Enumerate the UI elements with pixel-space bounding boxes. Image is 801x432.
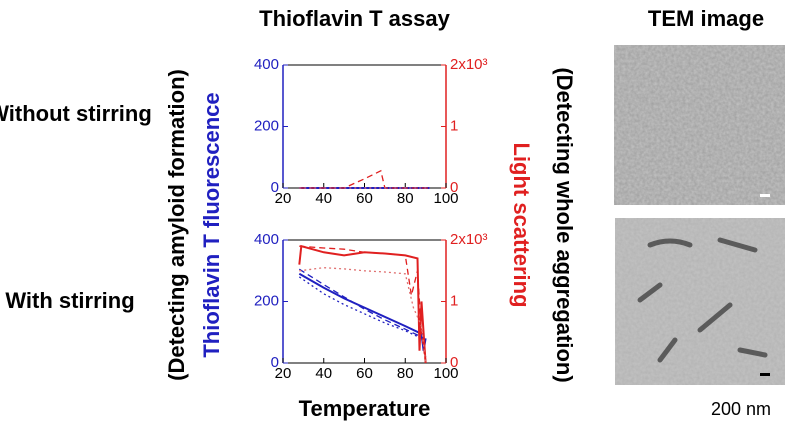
y2-tick-label: 0 — [450, 179, 458, 196]
y2-tick-label: 1 — [450, 117, 458, 134]
right-note: (Detecting whole aggregation) — [552, 67, 577, 382]
x-tick-label: 60 — [356, 365, 373, 382]
y2-tick-label: 2x10³ — [450, 231, 488, 248]
x-tick-label: 80 — [397, 365, 414, 382]
x-tick-label: 40 — [315, 365, 332, 382]
row-label: With stirring — [5, 288, 134, 313]
y-axis-label: Thioflavin T fluorescence — [199, 92, 224, 357]
scale-bar — [760, 373, 770, 376]
scale-bar — [760, 194, 770, 197]
left-note: (Detecting amyloid formation) — [164, 69, 189, 381]
series-line — [298, 272, 427, 351]
series-line — [298, 276, 427, 358]
y2-tick-label: 2x10³ — [450, 56, 488, 73]
y-tick-label: 0 — [271, 354, 279, 371]
x-tick-label: 60 — [356, 190, 373, 207]
row-label: Without stirring — [0, 101, 152, 126]
y2-axis-label: Light scattering — [509, 142, 534, 307]
scale-label: 200 nm — [711, 399, 771, 419]
y2-tick-label: 1 — [450, 292, 458, 309]
x-tick-label: 100 — [433, 190, 458, 207]
series-line — [299, 245, 427, 364]
y2-tick-label: 0 — [450, 354, 458, 371]
fibrils — [637, 237, 768, 363]
y-tick-label: 400 — [254, 56, 279, 73]
x-tick-label: 80 — [397, 190, 414, 207]
y-tick-label: 400 — [254, 231, 279, 248]
chart-title: Thioflavin T assay — [259, 6, 450, 31]
x-tick-label: 20 — [275, 365, 292, 382]
y-tick-label: 200 — [254, 117, 279, 134]
y-tick-label: 0 — [271, 179, 279, 196]
series-line — [298, 268, 427, 361]
x-tick-label: 40 — [315, 190, 332, 207]
series-line — [299, 267, 427, 364]
x-tick-label: 100 — [433, 365, 458, 382]
y-tick-label: 200 — [254, 292, 279, 309]
x-axis-label: Temperature — [299, 396, 431, 421]
tem-title: TEM image — [648, 6, 764, 31]
tem-texture — [615, 218, 785, 385]
x-tick-label: 20 — [275, 190, 292, 207]
tem-texture — [614, 45, 785, 205]
